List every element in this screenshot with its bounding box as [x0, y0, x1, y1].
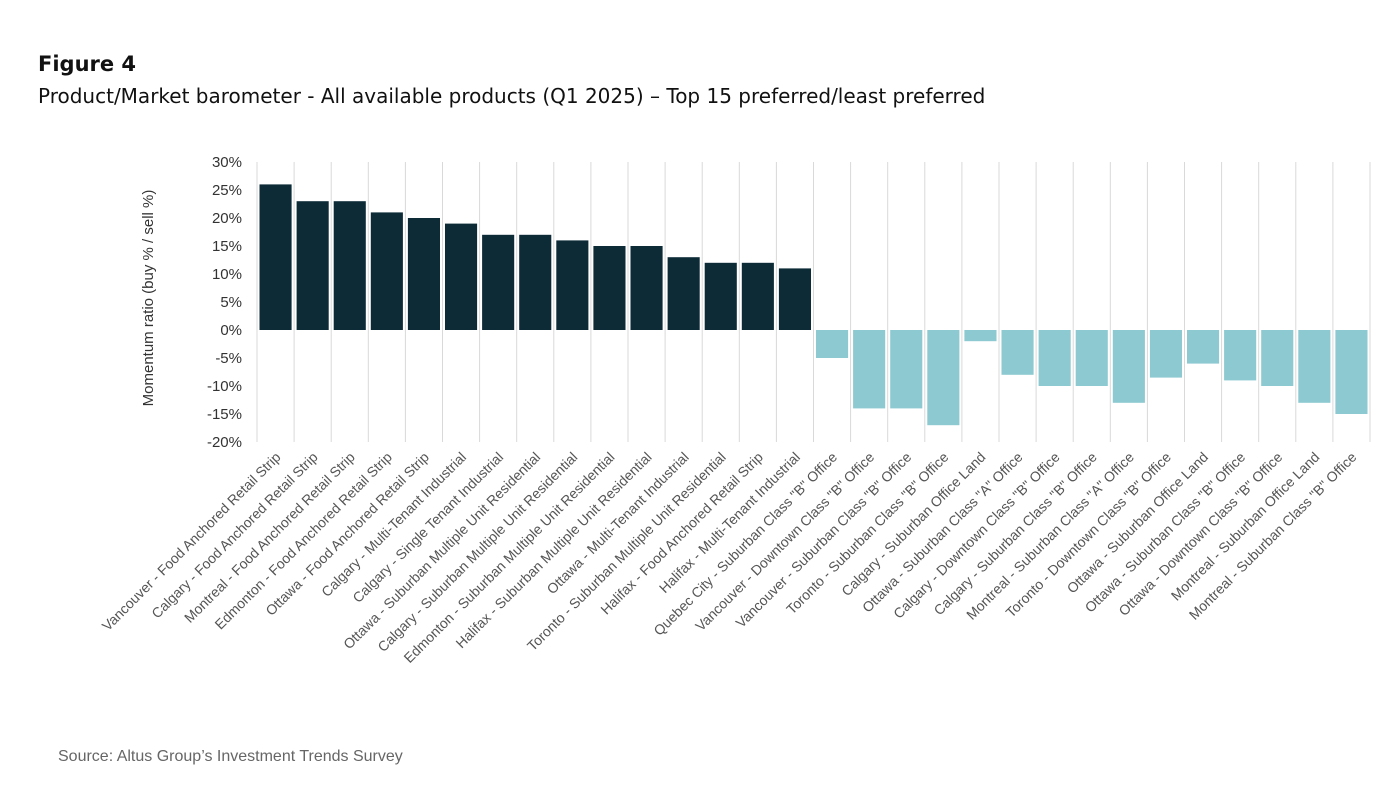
- x-axis-labels: Vancouver - Food Anchored Retail StripCa…: [99, 449, 1360, 666]
- y-tick-label: -15%: [207, 406, 242, 423]
- bar: [741, 262, 774, 330]
- y-tick-label: 0%: [220, 322, 242, 339]
- bar: [964, 330, 997, 342]
- bar: [816, 330, 849, 358]
- bar: [556, 240, 589, 330]
- bar: [370, 212, 403, 330]
- bar: [667, 257, 700, 330]
- bar: [1261, 330, 1294, 386]
- bar: [778, 268, 811, 330]
- y-tick-label: 15%: [212, 238, 242, 255]
- source-note: Source: Altus Group’s Investment Trends …: [58, 748, 403, 765]
- y-axis-ticks: 30% 25% 20% 15% 10% 5% 0% -5% -10% -15% -20%: [207, 154, 242, 451]
- bar: [259, 184, 292, 330]
- bar: [1149, 330, 1182, 378]
- bar: [890, 330, 923, 409]
- bar: [1038, 330, 1071, 386]
- bar: [704, 262, 737, 330]
- bar: [1075, 330, 1108, 386]
- y-tick-label: -20%: [207, 434, 242, 451]
- figure-label: Figure 4: [38, 52, 137, 76]
- bar: [296, 201, 329, 330]
- bar: [407, 218, 440, 330]
- bar: [593, 246, 626, 330]
- bar: [1112, 330, 1145, 403]
- bar: [445, 223, 478, 330]
- bar: [1335, 330, 1368, 414]
- y-axis-label: Momentum ratio (buy % / sell %): [140, 190, 157, 407]
- y-tick-label: -10%: [207, 378, 242, 395]
- bar: [333, 201, 366, 330]
- y-tick-label: 25%: [212, 182, 242, 199]
- bar: [1298, 330, 1331, 403]
- bar: [853, 330, 886, 409]
- gridlines: [256, 162, 1371, 442]
- bar: [482, 234, 515, 330]
- bar: [1001, 330, 1034, 375]
- bars: [259, 184, 1368, 426]
- bar: [1187, 330, 1220, 364]
- bar: [630, 246, 663, 330]
- bar: [1224, 330, 1257, 381]
- bar: [519, 234, 552, 330]
- y-tick-label: 10%: [212, 266, 242, 283]
- figure-title: Product/Market barometer - All available…: [38, 84, 986, 108]
- y-tick-label: -5%: [215, 350, 242, 367]
- y-tick-label: 5%: [220, 294, 242, 311]
- bar: [927, 330, 960, 426]
- y-tick-label: 20%: [212, 210, 242, 227]
- y-tick-label: 30%: [212, 154, 242, 171]
